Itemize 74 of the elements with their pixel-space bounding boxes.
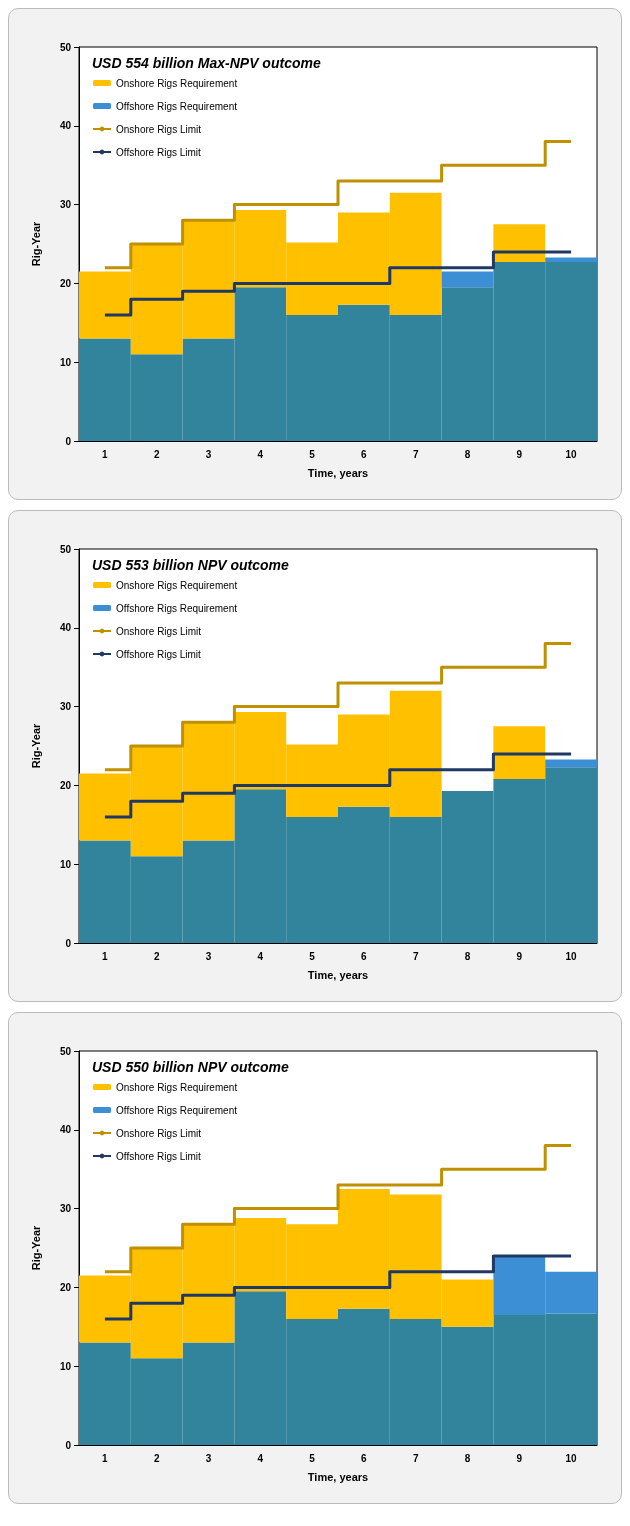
y-tick-label: 30 [59,1203,72,1215]
x-tick-label: 10 [565,448,578,460]
bar [545,257,597,263]
x-tick-label: 5 [309,950,316,962]
text: USD 554 billion Max-NPV outcome [92,55,321,71]
x-tick-label: 2 [153,950,160,962]
x-tick-label: 6 [361,1452,368,1464]
y-axis-title: Rig-Year [29,220,42,267]
x-tick-label: 4 [257,448,264,460]
y-tick-label: 50 [59,41,72,53]
legend-label: Onshore Rigs Requirement [116,77,238,89]
x-tick-label: 8 [464,448,471,460]
y-tick-label: 20 [59,1281,72,1293]
y-tick-label: 0 [65,937,72,949]
legend-label: Onshore Rigs Limit [116,625,202,637]
y-tick-label: 30 [59,701,72,713]
x-tick-label: 1 [102,950,109,962]
y-tick-label: 40 [59,120,72,132]
x-tick-label: 2 [153,1452,160,1464]
x-tick-label: 6 [361,950,368,962]
x-tick-label: 2 [153,448,160,460]
x-tick-label: 9 [516,1452,523,1464]
y-tick-label: 50 [59,1045,72,1057]
y-tick-label: 30 [59,199,72,211]
x-tick-label: 10 [565,1452,578,1464]
legend-label: Onshore Rigs Requirement [116,1081,238,1093]
x-tick-label: 7 [412,1452,419,1464]
x-tick-label: 3 [205,950,212,962]
x-tick-label: 8 [464,1452,471,1464]
y-tick-label: 10 [59,356,72,368]
y-tick-label: 50 [59,543,72,555]
legend-label: Offshore Rigs Limit [116,1150,202,1162]
y-tick-label: 40 [59,622,72,634]
x-tick-label: 5 [309,448,316,460]
bar [441,271,494,288]
y-tick-label: 20 [59,277,72,289]
y-tick-label: 0 [65,435,72,447]
legend-label: Onshore Rigs Requirement [116,579,238,591]
legend-label: Offshore Rigs Requirement [116,1104,238,1116]
x-tick-label: 9 [516,448,523,460]
legend-label: Offshore Rigs Limit [116,146,202,158]
bar [493,726,546,780]
legend-label: Onshore Rigs Limit [116,123,202,135]
x-tick-label: 4 [257,950,264,962]
legend-label: Onshore Rigs Limit [116,1127,202,1139]
x-axis-title: Time, years [307,968,369,981]
x-axis-title: Time, years [307,466,369,479]
x-axis-title: Time, years [307,1470,369,1483]
x-tick-label: 7 [412,950,419,962]
legend-label: Offshore Rigs Limit [116,648,202,660]
y-axis-title: Rig-Year [29,1224,42,1271]
x-tick-label: 3 [205,1452,212,1464]
bar [545,759,597,768]
text: USD 553 billion NPV outcome [92,557,290,573]
y-tick-label: 10 [59,858,72,870]
x-tick-label: 6 [361,448,368,460]
legend-label: Offshore Rigs Requirement [116,602,238,614]
text: USD 550 billion NPV outcome [92,1059,290,1075]
y-tick-label: 20 [59,779,72,791]
y-tick-label: 10 [59,1360,72,1372]
x-tick-label: 5 [309,1452,316,1464]
x-tick-label: 10 [565,950,578,962]
x-tick-label: 1 [102,448,109,460]
x-tick-label: 3 [205,448,212,460]
y-tick-label: 0 [65,1439,72,1451]
x-tick-label: 1 [102,1452,109,1464]
x-tick-label: 8 [464,950,471,962]
legend-label: Offshore Rigs Requirement [116,100,238,112]
bar [493,224,546,263]
x-tick-label: 9 [516,950,523,962]
x-tick-label: 4 [257,1452,264,1464]
x-tick-label: 7 [412,448,419,460]
y-tick-label: 40 [59,1124,72,1136]
y-axis-title: Rig-Year [29,722,42,769]
